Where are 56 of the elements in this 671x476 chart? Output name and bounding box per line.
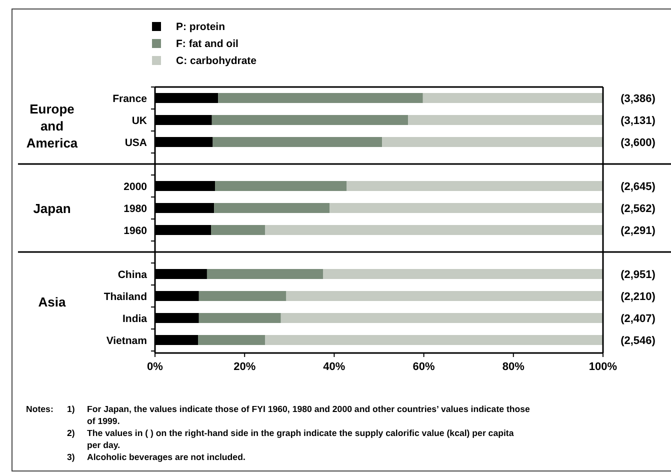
text: Asia [38, 294, 66, 310]
y2-tick-label: (2,291) [620, 225, 656, 237]
x-tick-label: 40% [323, 361, 346, 373]
bar [330, 203, 603, 213]
y-tick-label: Vietnam [106, 335, 147, 347]
bar [212, 115, 408, 125]
bar [265, 225, 603, 235]
bar [198, 335, 266, 345]
bar [215, 181, 347, 191]
x-tick-label: 100% [588, 361, 618, 373]
bar [323, 269, 603, 279]
y-tick-label: 1960 [124, 225, 148, 237]
bar [218, 93, 423, 103]
y-tick-label: China [118, 269, 148, 281]
y2-tick-label: (2,645) [620, 181, 656, 193]
bar [198, 291, 286, 301]
bar [382, 137, 603, 147]
legend-label: P: protein [176, 21, 225, 33]
text: Japan [33, 201, 71, 216]
text: Notes: [26, 404, 54, 414]
x-tick-label: 20% [234, 361, 256, 373]
y2-tick-label: (3,386) [620, 93, 656, 105]
bar [214, 203, 330, 213]
bar [212, 137, 382, 147]
legend-label: C: carbohydrate [176, 55, 257, 67]
x-tick-label: 0% [147, 361, 164, 373]
bar [198, 313, 281, 323]
y2-tick-label: (3,600) [620, 137, 656, 149]
text: 1) For Japan, the values indicate those of FYI 1960, 1980 and 2000 and other countries’ values indicate those of 1999. [67, 404, 530, 426]
bar [265, 335, 603, 345]
bar [206, 269, 323, 279]
y-tick-label: India [122, 313, 148, 325]
x-tick-label: 80% [502, 361, 525, 373]
legend-label: F: fat and oil [176, 38, 238, 50]
bar [211, 225, 266, 235]
y-tick-label: France [112, 93, 148, 105]
y2-tick-label: (2,562) [620, 203, 656, 215]
y2-tick-label: (3,131) [620, 115, 656, 127]
text: 3) Alcoholic beverages are not included. [67, 452, 246, 462]
x-tick-label: 60% [412, 361, 436, 373]
y-tick-label: USA [124, 137, 148, 149]
bar [408, 115, 603, 125]
y-tick-label: UK [132, 115, 148, 127]
bar [346, 181, 603, 191]
y-tick-label: 1980 [124, 203, 148, 215]
bar [422, 93, 603, 103]
y2-tick-label: (2,546) [620, 335, 656, 347]
y2-tick-label: (2,210) [620, 291, 656, 303]
text: 2) The values in ( ) on the right-hand side in the graph indicate the supply calorific value (kcal) per capita per day. [67, 428, 514, 450]
y-tick-label: 2000 [124, 181, 148, 193]
text: Europe and America [26, 102, 78, 150]
y2-tick-label: (2,951) [620, 269, 656, 281]
y2-tick-label: (2,407) [620, 313, 656, 325]
bar [286, 291, 603, 301]
y-tick-label: Thailand [104, 291, 147, 303]
bar [280, 313, 603, 323]
